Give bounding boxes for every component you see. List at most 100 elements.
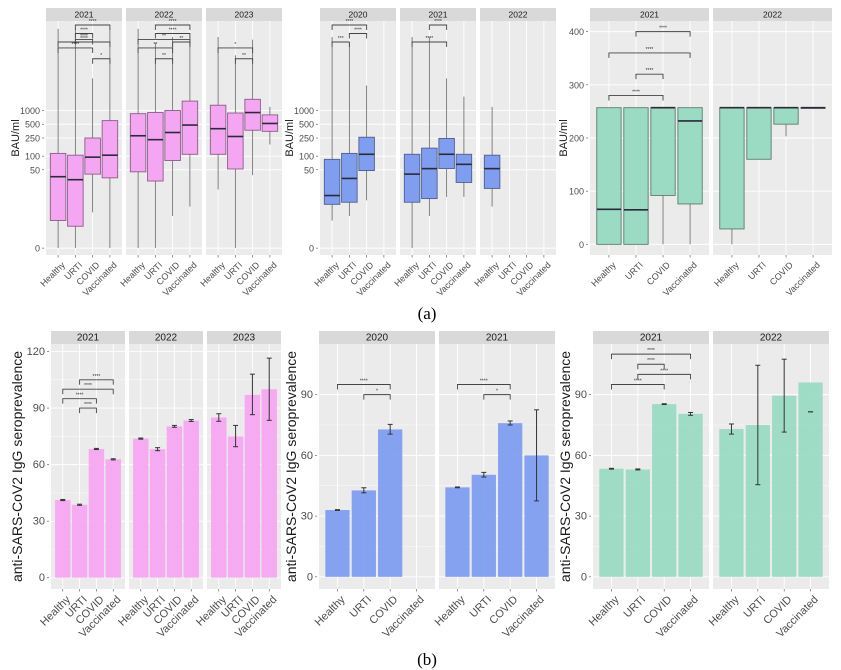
facet-strip [207, 331, 281, 344]
facet-strip-label: 2021 [77, 333, 100, 344]
x-tick-label: URTI [746, 260, 768, 282]
box-body [84, 137, 101, 175]
significance-label: **** [646, 47, 654, 53]
bar [183, 420, 199, 578]
box-Healthy [49, 28, 67, 249]
y-axis-label: anti-SARS-CoV2 IgG seroprevalence [9, 351, 25, 582]
box-Healthy [323, 36, 341, 221]
bar [244, 394, 261, 578]
significance-bracket: ** [172, 36, 191, 47]
x-tick-label: URTI [623, 260, 645, 282]
significance-bracket: **** [608, 89, 664, 101]
facet-strip [46, 8, 122, 21]
facet-strip [713, 8, 832, 21]
bracket-line [457, 384, 511, 390]
bar [445, 487, 470, 577]
significance-bracket: **** [635, 68, 664, 80]
bar [88, 448, 105, 578]
box-body [147, 112, 164, 182]
bar-URTI [351, 487, 376, 577]
bar [55, 500, 71, 578]
bracket-line [483, 394, 511, 400]
bar [166, 426, 183, 578]
bar-Vaccinated [183, 419, 199, 578]
box-Healthy [129, 28, 147, 249]
box-Healthy [209, 36, 227, 190]
bar-Healthy [133, 437, 149, 578]
significance-label: ** [162, 33, 166, 39]
y-tick-label: 30 [301, 511, 313, 523]
significance-bracket: ** [137, 42, 174, 53]
y-tick-label: 50 [304, 165, 314, 175]
significance-bracket: ** [234, 53, 254, 64]
significance-bracket: *** [331, 36, 350, 47]
box-body [623, 107, 649, 245]
box-URTI [623, 107, 649, 245]
bar [719, 429, 744, 577]
y-tick-label: 60 [575, 450, 587, 462]
box-COVID [164, 36, 181, 217]
y-tick-label: 500 [299, 120, 314, 130]
significance-label: **** [84, 402, 92, 408]
x-tick-label: Healthy [433, 593, 468, 628]
box-body [719, 107, 745, 230]
facet-strip-label: 2020 [349, 10, 368, 20]
bar-Healthy [325, 509, 350, 577]
box-body [101, 120, 119, 179]
significance-label: **** [345, 19, 353, 25]
significance-label: *** [338, 36, 344, 42]
box-body [323, 158, 341, 205]
x-tick-label: Healthy [707, 593, 742, 628]
facet-strip-label: 2020 [366, 333, 389, 344]
y-tick-label: 0 [39, 572, 45, 584]
bracket-line [57, 41, 111, 47]
bar-Vaccinated [105, 458, 121, 578]
facet-strip [593, 331, 709, 344]
bar-Healthy [55, 498, 71, 578]
significance-label: * [496, 389, 498, 395]
facet-strip-label: 2022 [763, 10, 782, 20]
bar [261, 389, 277, 578]
bracket-line [337, 384, 391, 390]
facet-2022: 2022HealthyURTICOVIDVaccinated**********… [118, 8, 202, 298]
facet-strip-label: 2023 [233, 333, 256, 344]
significance-bracket: **** [62, 383, 114, 395]
box-Vaccinated [181, 36, 199, 207]
y-tick-label: 90 [301, 389, 313, 401]
box-Vaccinated [261, 106, 279, 145]
bar-Vaccinated [678, 411, 703, 577]
significance-label: ** [162, 53, 166, 59]
box-body [455, 153, 473, 183]
bracket-line [363, 394, 391, 400]
bar [498, 423, 523, 577]
chart-a2: BAU/ml10005002501005002020HealthyURTICOV… [284, 8, 556, 298]
significance-label: **** [647, 348, 655, 354]
facet-strip [713, 331, 829, 344]
significance-bracket: **** [348, 28, 368, 39]
bar-URTI [625, 468, 650, 577]
bar-COVID [498, 420, 523, 577]
box-Healthy [403, 36, 421, 249]
chart-b3: anti-SARS-CoV2 IgG seroprevalence 90 60 30 0… [557, 331, 829, 640]
caption-b: (b) [417, 650, 437, 669]
facet-strip-label: 2021 [640, 10, 659, 20]
bracket-line [608, 52, 691, 58]
bar [351, 490, 376, 577]
significance-bracket: **** [154, 19, 191, 30]
significance-label: ** [179, 36, 183, 42]
box-COVID [358, 85, 375, 201]
y-axis-label: BAU/ml [10, 119, 22, 156]
facet-strip-label: 2022 [155, 333, 178, 344]
bar [471, 474, 496, 577]
y-axis-label: BAU/ml [284, 119, 296, 156]
bar-URTI [745, 364, 770, 577]
y-axis-label: anti-SARS-CoV2 IgG seroprevalence [557, 351, 573, 582]
bracket-line [154, 33, 191, 39]
y-tick-label: 250 [299, 134, 314, 144]
bar [652, 404, 677, 577]
